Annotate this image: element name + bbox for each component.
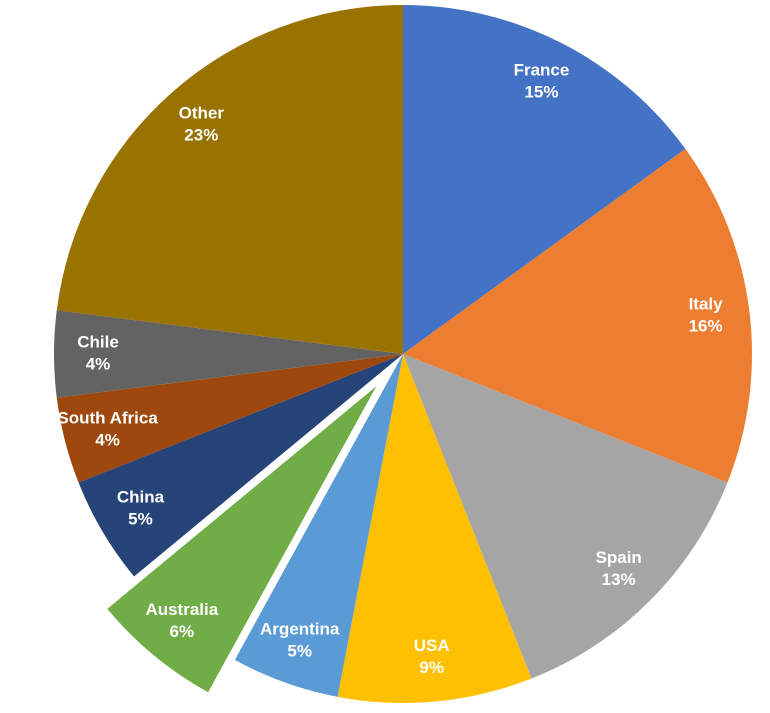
pie-slice bbox=[403, 5, 686, 354]
slice-value-label: 9% bbox=[419, 658, 444, 677]
slice-value-label: 5% bbox=[287, 641, 312, 660]
pie-slice bbox=[53, 310, 403, 398]
slice-label: Spain bbox=[596, 548, 642, 567]
pie-slice bbox=[56, 354, 404, 483]
pie-slice bbox=[234, 354, 403, 697]
slice-value-label: 4% bbox=[86, 354, 111, 373]
pie-slice bbox=[403, 148, 752, 483]
slice-value-label: 13% bbox=[602, 570, 636, 589]
slice-value-label: 15% bbox=[524, 83, 558, 102]
slice-value-label: 5% bbox=[128, 510, 153, 529]
slice-label: Argentina bbox=[260, 619, 340, 638]
slice-value-label: 16% bbox=[689, 316, 723, 335]
slice-value-label: 4% bbox=[95, 430, 120, 449]
pie-slice bbox=[337, 354, 532, 703]
slice-value-label: 6% bbox=[170, 622, 195, 641]
pie-slice bbox=[403, 354, 728, 679]
slice-label: Chile bbox=[77, 332, 119, 351]
pie-slice bbox=[78, 354, 404, 577]
pie-slice bbox=[56, 5, 404, 354]
slice-label: USA bbox=[414, 636, 450, 655]
slice-label: China bbox=[117, 488, 165, 507]
slice-label: Italy bbox=[689, 294, 724, 313]
slice-label: Other bbox=[179, 104, 225, 123]
slice-label: Australia bbox=[145, 600, 218, 619]
slice-label: South Africa bbox=[57, 408, 158, 427]
slice-label: France bbox=[514, 61, 570, 80]
slice-value-label: 23% bbox=[184, 126, 218, 145]
pie-slice bbox=[107, 386, 377, 693]
